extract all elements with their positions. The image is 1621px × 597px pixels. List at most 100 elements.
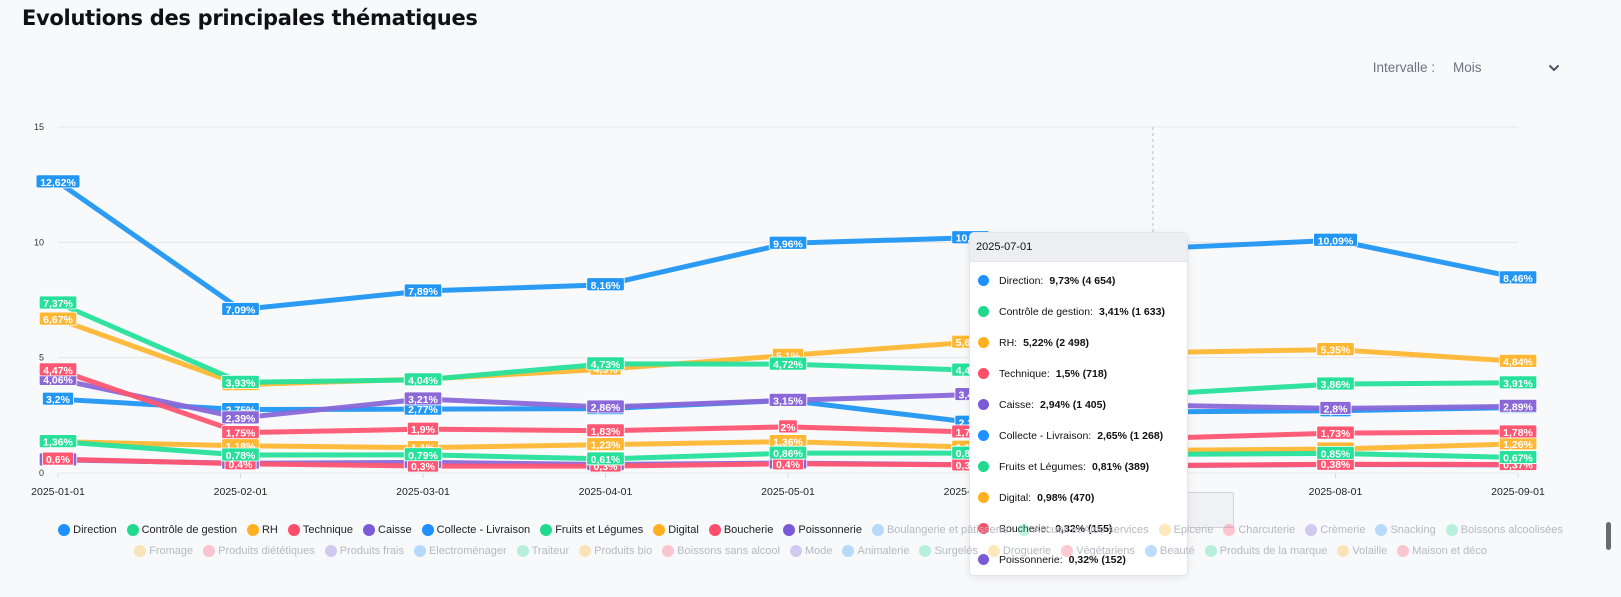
legend-color-dot-icon [919,545,932,557]
legend-label: Crèmerie [1320,524,1366,536]
legend-label: Surgelés [934,545,978,557]
legend-item[interactable]: Accueil et Aide services [1018,524,1149,536]
legend-item[interactable]: Electroménager [413,545,507,557]
data-label: 3,2% [42,391,75,406]
legend-item[interactable]: Droguerie [987,545,1051,557]
legend-color-dot-icon [413,545,426,557]
data-label: 4,04% [403,372,443,387]
data-label-text: 12,62% [40,177,76,189]
data-label-bg [403,447,443,462]
legend-color-dot-icon [1305,524,1318,536]
legend-item[interactable]: Contrôle de gestion [126,524,237,536]
legend-item[interactable]: Surgelés [919,545,978,557]
legend-item[interactable]: Boissons sans alcool [662,545,780,557]
y-tick-label: 10 [34,237,44,247]
legend-color-dot-icon [987,545,1000,557]
legend-item[interactable]: Boissons alcoolisées [1445,524,1563,536]
data-label-bg [1316,342,1355,356]
legend-label: Collecte - Livraison [436,524,531,536]
data-label: 7,37% [38,295,78,310]
data-label-text: 0,4% [229,459,254,471]
data-label-bg [586,277,625,292]
legend-scrollbar[interactable] [1606,522,1611,550]
legend-label: Maison et déco [1412,545,1487,557]
legend-item[interactable]: Charcuterie [1223,524,1295,536]
data-label-text: 4,47% [43,365,73,377]
legend-item[interactable]: Crèmerie [1305,524,1365,536]
legend-color-dot-icon [134,545,147,557]
interval-dropdown[interactable]: Mois [1453,60,1561,75]
legend-item[interactable]: Fromage [134,545,193,557]
data-label-bg [586,399,625,414]
data-label: 5,35% [1316,342,1355,357]
legend-item[interactable]: Caisse [363,524,412,536]
y-tick-label: 15 [34,122,44,132]
legend-item[interactable]: Poissonnerie [783,524,862,536]
legend-item[interactable]: Boulangerie et pâtisserie [871,524,1008,536]
data-label-text: 2,77% [408,404,438,416]
tooltip-series-value: 9,73% (4 654) [1049,274,1116,287]
data-label-bg [586,437,625,452]
y-tick-label: 5 [39,353,44,363]
data-label-text: 7,09% [226,304,256,316]
legend-label: Electroménager [428,545,507,557]
tooltip-row: Fruits et Légumes: 0,81% (389) [970,451,1187,482]
data-label: 1,75% [221,425,260,440]
legend-item[interactable]: Produits frais [324,545,404,557]
legend-item[interactable]: Technique [287,524,353,536]
legend-color-dot-icon [421,524,434,536]
legend-item[interactable]: Epicerie [1158,524,1213,536]
tooltip-row: Technique: 1,5% (718) [970,358,1187,389]
series-color-dot-icon [978,461,989,472]
legend-item[interactable]: Volaille [1337,545,1387,557]
legend-label: Boucherie [723,524,774,536]
data-label-text: 0,38% [1321,459,1351,471]
tooltip-series-value: 2,65% (1 268) [1097,429,1164,442]
data-label-text: 7,89% [408,286,438,298]
data-label-text: 1,75% [226,428,256,440]
data-label-bg [1319,401,1352,415]
data-label: 2,39% [221,410,260,425]
legend-item[interactable]: Beauté [1144,545,1195,557]
legend-item[interactable]: Traiteur [516,545,569,557]
data-label: 2,8% [1319,401,1352,415]
legend-label: Produits diététiques [218,545,315,557]
legend-item[interactable]: Végétariens [1061,545,1135,557]
legend-item[interactable]: Fruits et Légumes [540,524,643,536]
legend-item[interactable]: Animalerie [842,545,909,557]
legend-label: Fruits et Légumes [555,524,644,536]
legend-item[interactable]: Boucherie [708,524,774,536]
data-label-text: 1,78% [1503,427,1533,439]
data-label: 3,91% [1498,375,1538,390]
tooltip-series-name: Caisse: [999,398,1035,411]
legend-item[interactable]: Produits diététiques [203,545,315,557]
data-label: 0,85% [1316,445,1355,460]
legend-item[interactable]: Collecte - Livraison [421,524,531,536]
x-tick-label: 2025-01-01 [31,486,85,498]
data-label: 8,16% [586,277,625,292]
legend-item[interactable]: Mode [789,545,832,557]
data-label-bg [38,295,78,310]
data-label-text: 1,9% [411,424,436,436]
legend-item[interactable]: Direction [58,524,117,536]
tooltip-row: Poissonnerie: 0,32% (152) [970,544,1187,575]
chevron-down-icon [1549,64,1559,71]
tooltip-series-name: Poissonnerie: [999,553,1063,566]
legend-label: RH [261,524,278,536]
data-label: 4,72% [768,356,808,371]
legend-item[interactable]: RH [246,524,278,536]
legend-item[interactable]: Digital [653,524,699,536]
tooltip-series-value: 1,5% (718) [1055,367,1108,380]
data-label-text: 2,8% [1324,403,1349,415]
data-label: 0,78% [221,447,260,462]
legend-item[interactable]: Produits bio [579,545,652,557]
legend-color-dot-icon [1204,545,1217,557]
legend-item[interactable]: Produits de la marque [1204,545,1327,557]
data-label-bg [1498,398,1538,413]
legend-item[interactable]: Maison et déco [1397,545,1487,557]
legend-item[interactable]: Snacking [1375,524,1436,536]
tooltip-series-value: 3,41% (1 633) [1098,305,1165,318]
data-label-text: 4,84% [1503,356,1533,368]
legend-color-dot-icon [1375,524,1388,536]
